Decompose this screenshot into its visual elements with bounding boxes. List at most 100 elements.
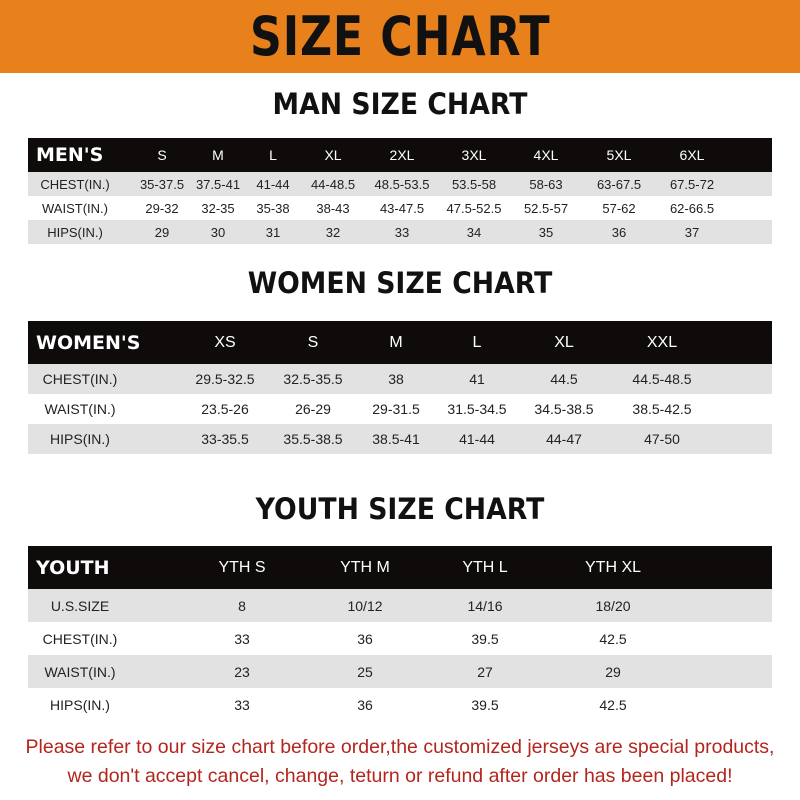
size-header-cell: M [389,333,403,351]
size-header-cell: XL [324,147,342,163]
size-header-cell: YTH S [218,558,266,576]
value-cell: 35-38 [256,200,290,216]
value-cell: 52.5-57 [523,200,569,216]
size-header-cell: L [472,333,482,351]
size-header-cell: 5XL [606,147,632,163]
value-cell: 32 [325,224,341,240]
value-cell: 57-62 [602,200,636,216]
banner-title: SIZE CHART [249,5,551,68]
value-cell: 35 [538,224,554,240]
value-cell: 41-44 [459,431,495,447]
value-cell: 39.5 [471,630,499,647]
value-cell: 44.5 [550,371,578,387]
table-title-cell: WOMEN'S [36,331,141,354]
size-header-cell: XL [554,333,574,351]
table-row: HIPS(IN.) 33-35.5 35.5-38.5 38.5-41 41-44 44-… [28,424,772,454]
table-row: CHEST(IN.) 33 36 39.5 42.5 [28,622,772,655]
value-cell: 39.5 [471,696,499,713]
value-cell: 35-37.5 [139,176,185,192]
value-cell: 10/12 [347,597,383,614]
value-cell: 63-67.5 [596,176,642,192]
women-chart-title: WOMEN SIZE CHART [247,266,553,300]
measure-label-cell: CHEST(IN.) [42,630,118,647]
value-cell: 29.5-32.5 [195,371,255,387]
value-cell: 33-35.5 [201,431,249,447]
measure-label-cell: WAIST(IN.) [42,200,108,216]
value-cell: 43-47.5 [379,200,425,216]
value-cell: 29-32 [145,200,179,216]
value-cell: 36 [357,630,373,647]
measure-label-cell: U.S.SIZE [50,597,110,614]
notice-line-2: we don't accept cancel, change, teturn o… [67,765,733,787]
value-cell: 33 [394,224,410,240]
value-cell: 44.5-48.5 [632,371,692,387]
value-cell: 8 [238,597,246,614]
size-header-cell: S [157,147,167,163]
value-cell: 44-48.5 [310,176,356,192]
value-cell: 27 [477,663,493,680]
measure-label-cell: HIPS(IN.) [47,224,103,240]
value-cell: 18/20 [595,597,631,614]
size-header-cell: XXL [646,333,678,351]
value-cell: 58-63 [529,176,563,192]
value-cell: 36 [611,224,627,240]
value-cell: 32.5-35.5 [283,371,343,387]
value-cell: 29-31.5 [372,401,420,417]
size-header-cell: 6XL [679,147,705,163]
value-cell: 47.5-52.5 [446,200,502,216]
size-chart-banner: SIZE CHART [0,0,800,73]
table-header-row: WOMEN'S XS S M L XL XXL [28,321,772,364]
table-header-row: YOUTH YTH S YTH M YTH L YTH XL [28,546,772,589]
notice-line-1: Please refer to our size chart before or… [25,736,775,758]
table-row: HIPS(IN.) 29 30 31 32 33 34 35 36 37 [28,220,772,244]
men-size-table: MEN'S S M L XL 2XL 3XL 4XL 5XL 6XL CHEST(IN.) 35-37… [28,138,772,244]
measure-label-cell: CHEST(IN.) [42,371,118,387]
value-cell: 33 [234,696,250,713]
value-cell: 30 [210,224,226,240]
value-cell: 38.5-41 [372,431,420,447]
table-row: WAIST(IN.) 23 25 27 29 [28,655,772,688]
size-header-cell: YTH L [462,558,508,576]
value-cell: 23 [234,663,250,680]
value-cell: 42.5 [599,696,627,713]
value-cell: 36 [357,696,373,713]
value-cell: 38.5-42.5 [632,401,692,417]
measure-label-cell: HIPS(IN.) [50,431,110,447]
measure-label-cell: CHEST(IN.) [40,176,110,192]
value-cell: 62-66.5 [669,200,715,216]
value-cell: 32-35 [201,200,235,216]
value-cell: 48.5-53.5 [374,176,430,192]
value-cell: 41-44 [256,176,290,192]
value-cell: 34.5-38.5 [534,401,594,417]
table-row: WAIST(IN.) 29-32 32-35 35-38 38-43 43-47.5 47.… [28,196,772,220]
value-cell: 29 [605,663,621,680]
value-cell: 47-50 [644,431,680,447]
size-header-cell: L [269,147,277,163]
table-header-row: MEN'S S M L XL 2XL 3XL 4XL 5XL 6XL [28,138,772,172]
table-row: CHEST(IN.) 35-37.5 37.5-41 41-44 44-48.5 48.5… [28,172,772,196]
size-header-cell: YTH M [340,558,390,576]
table-row: CHEST(IN.) 29.5-32.5 32.5-35.5 38 41 44.5 44.5… [28,364,772,394]
table-row: U.S.SIZE 8 10/12 14/16 18/20 [28,589,772,622]
value-cell: 37 [684,224,700,240]
men-chart-title: MAN SIZE CHART [272,87,528,121]
table-title-cell: MEN'S [36,144,104,166]
value-cell: 33 [234,630,250,647]
value-cell: 42.5 [599,630,627,647]
value-cell: 37.5-41 [195,176,241,192]
size-header-cell: YTH XL [584,558,642,576]
measure-label-cell: WAIST(IN.) [44,401,116,417]
value-cell: 67.5-72 [669,176,715,192]
value-cell: 41 [469,371,485,387]
value-cell: 25 [357,663,373,680]
table-row: HIPS(IN.) 33 36 39.5 42.5 [28,688,772,721]
youth-size-table: YOUTH YTH S YTH M YTH L YTH XL U.S.SIZE 8 10/12… [28,546,772,721]
value-cell: 14/16 [467,597,503,614]
size-header-cell: XS [214,333,236,351]
value-cell: 29 [154,224,170,240]
size-header-cell: 3XL [461,147,487,163]
value-cell: 35.5-38.5 [283,431,343,447]
value-cell: 53.5-58 [451,176,497,192]
size-header-cell: M [212,147,224,163]
value-cell: 38 [388,371,404,387]
